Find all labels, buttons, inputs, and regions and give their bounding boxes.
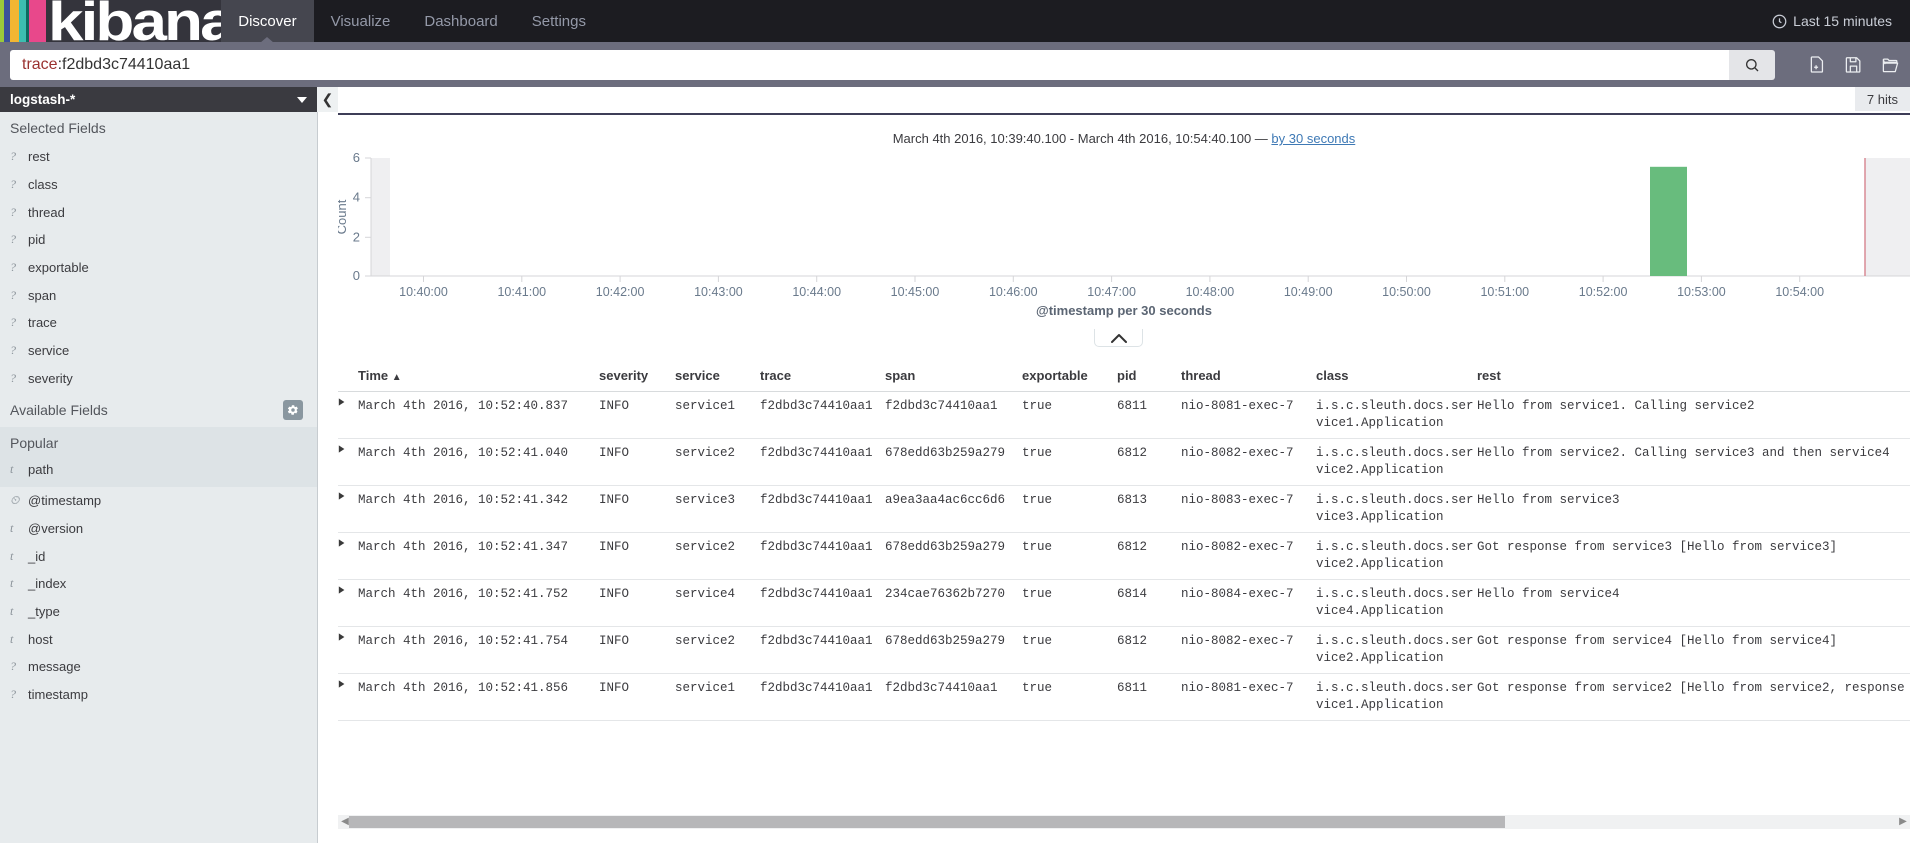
svg-text:10:51:00: 10:51:00: [1480, 285, 1529, 299]
svg-text:10:40:00: 10:40:00: [399, 285, 448, 299]
svg-text:10:44:00: 10:44:00: [792, 285, 841, 299]
svg-text:0: 0: [353, 268, 360, 283]
svg-text:10:54:00: 10:54:00: [1775, 285, 1824, 299]
svg-text:10:43:00: 10:43:00: [694, 285, 743, 299]
svg-text:4: 4: [353, 190, 360, 205]
svg-text:10:46:00: 10:46:00: [989, 285, 1038, 299]
svg-text:10:49:00: 10:49:00: [1284, 285, 1333, 299]
svg-text:2: 2: [353, 229, 360, 244]
svg-text:10:50:00: 10:50:00: [1382, 285, 1431, 299]
svg-text:10:48:00: 10:48:00: [1186, 285, 1235, 299]
svg-text:10:42:00: 10:42:00: [596, 285, 645, 299]
svg-text:10:41:00: 10:41:00: [497, 285, 546, 299]
svg-text:6: 6: [353, 150, 360, 165]
svg-text:10:47:00: 10:47:00: [1087, 285, 1136, 299]
svg-text:10:53:00: 10:53:00: [1677, 285, 1726, 299]
svg-text:10:45:00: 10:45:00: [891, 285, 940, 299]
svg-text:10:52:00: 10:52:00: [1579, 285, 1628, 299]
svg-text:Count: Count: [338, 199, 349, 234]
